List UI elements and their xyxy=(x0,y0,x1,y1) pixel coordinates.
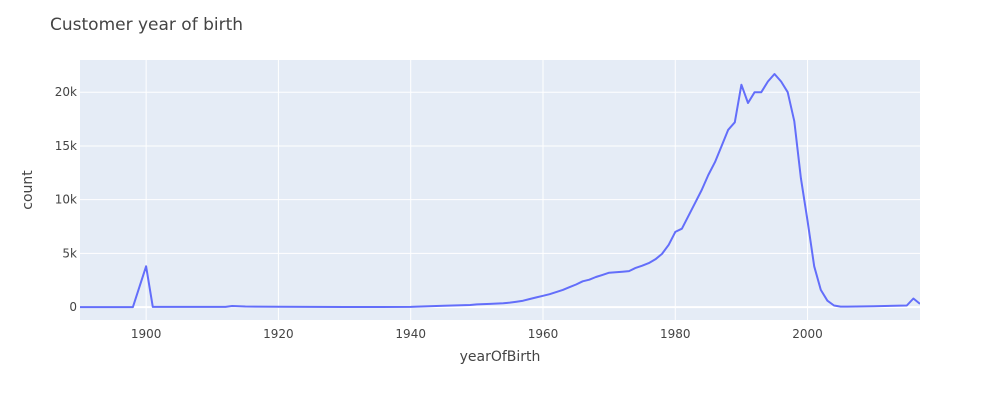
y-tick-label: 10k xyxy=(55,193,77,207)
chart-title: Customer year of birth xyxy=(50,15,243,35)
x-tick-label: 1960 xyxy=(528,327,559,341)
y-tick-label: 5k xyxy=(62,246,77,260)
tick-labels: 1900 1920 1940 1960 1980 2000 0 5k 10k 15k 20k xyxy=(55,85,823,341)
y-tick-label: 0 xyxy=(69,300,77,314)
y-axis-title: count xyxy=(20,170,36,210)
x-tick-label: 1920 xyxy=(263,327,294,341)
y-tick-label: 20k xyxy=(55,85,77,99)
plot-area xyxy=(80,60,920,320)
x-tick-label: 1980 xyxy=(660,327,691,341)
x-tick-label: 2000 xyxy=(792,327,823,341)
x-tick-label: 1940 xyxy=(395,327,426,341)
series-line-0 xyxy=(80,73,920,309)
y-tick-label: 15k xyxy=(55,139,77,153)
x-tick-label: 1900 xyxy=(131,327,162,341)
series-layer xyxy=(80,73,920,309)
x-axis-title: yearOfBirth xyxy=(460,349,541,365)
